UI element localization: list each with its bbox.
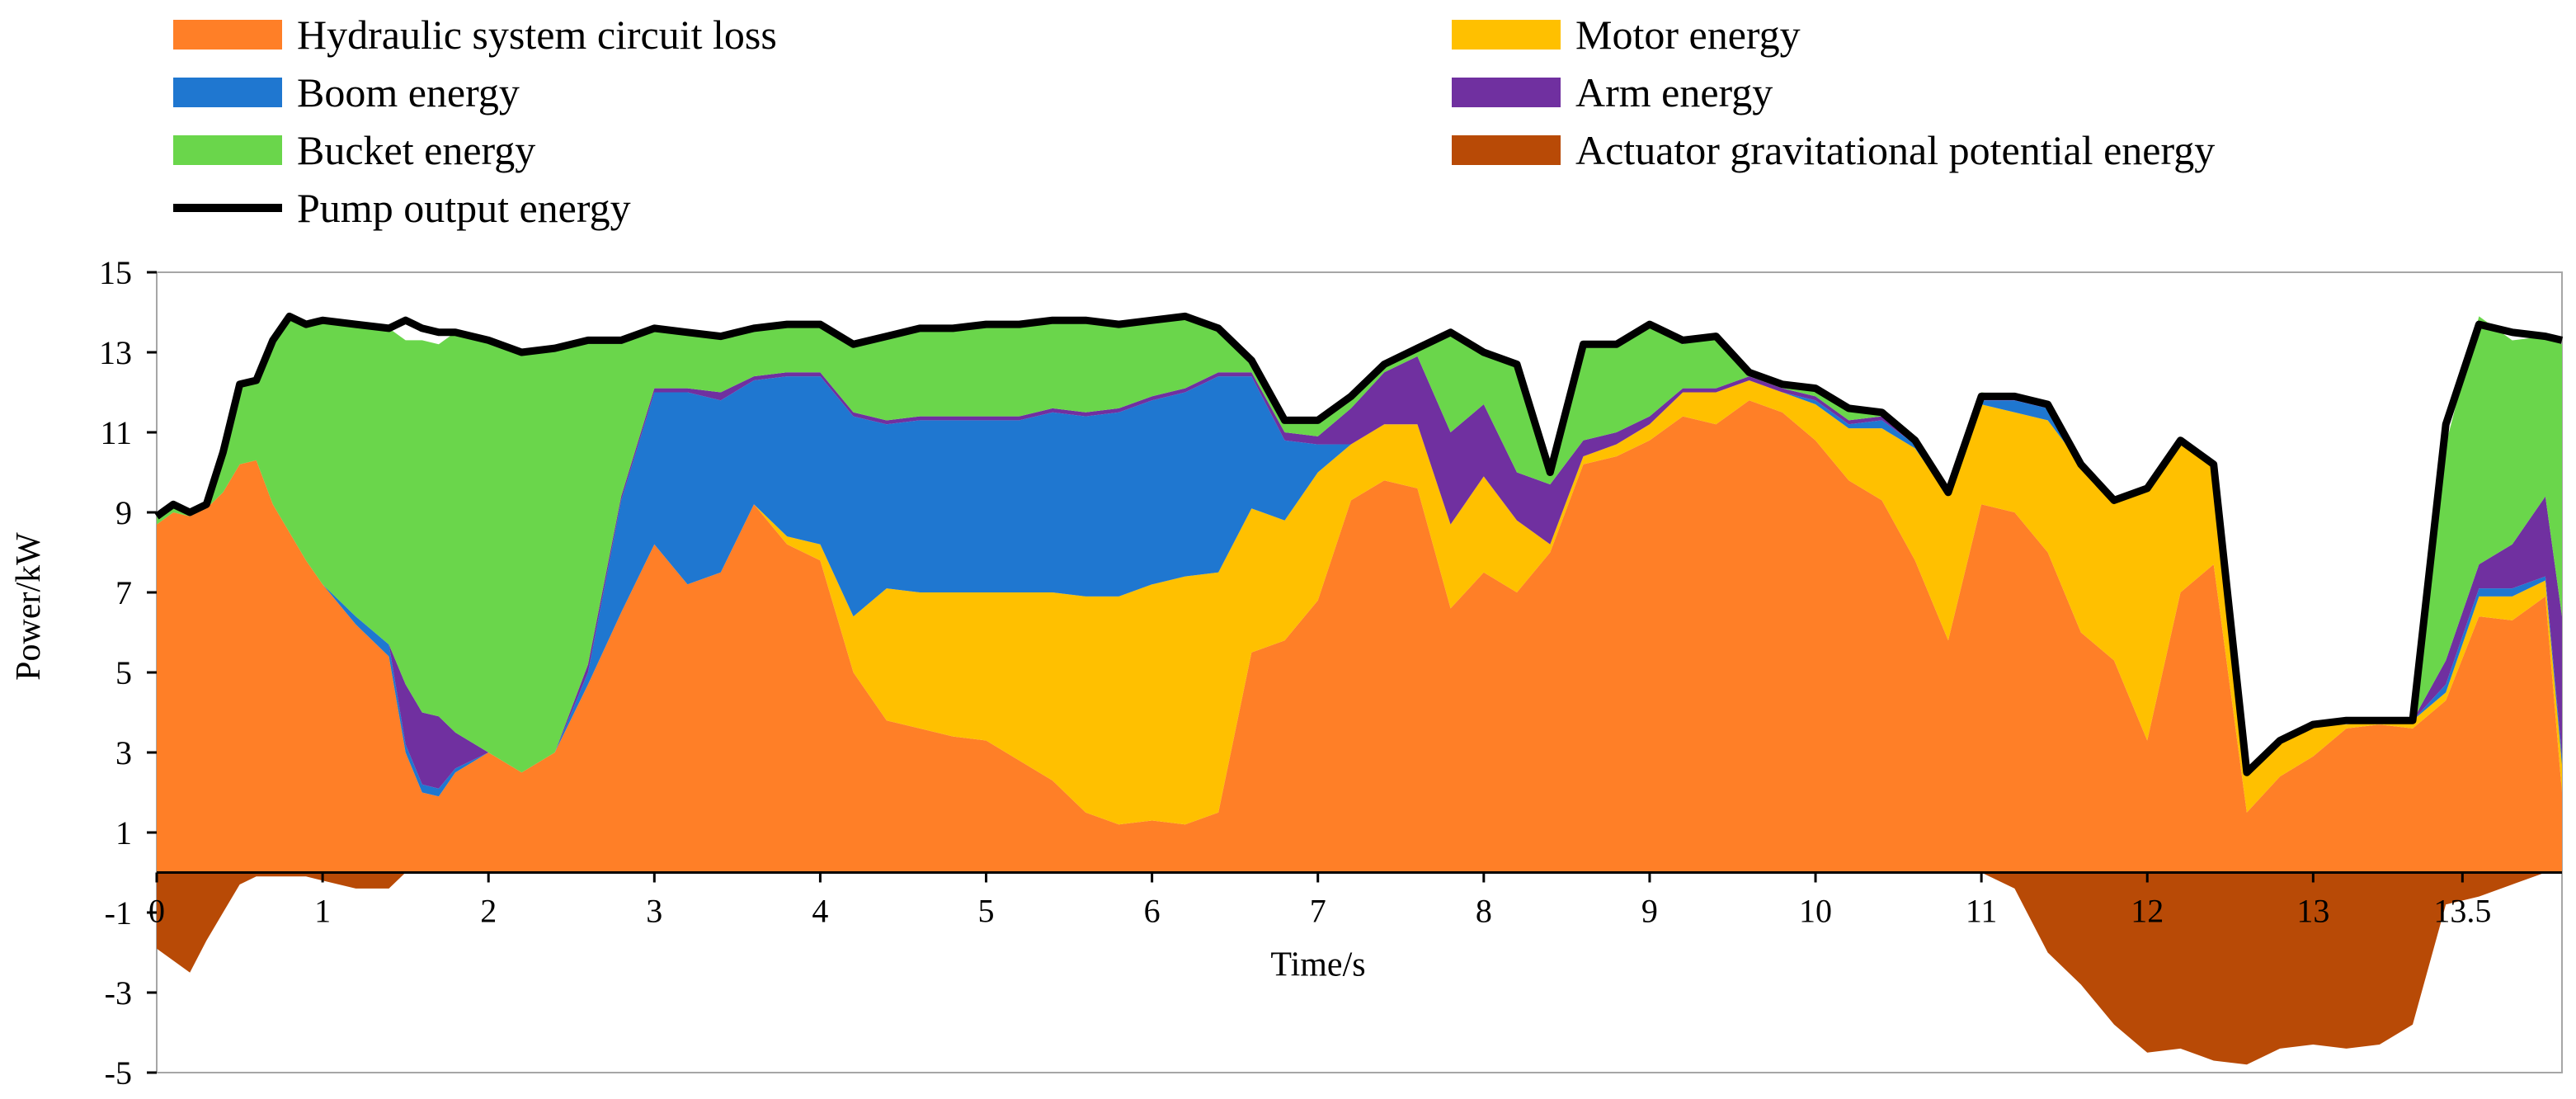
legend-label: Pump output energy <box>297 185 631 231</box>
x-axis-ticks: 0 1 2 3 4 5 6 7 8 9 10 11 12 13 13.5 <box>148 872 2491 930</box>
y-tick-label: -3 <box>105 974 132 1012</box>
legend-label: Boom energy <box>297 69 520 116</box>
x-tick-label: 8 <box>1476 893 1492 930</box>
legend-swatch <box>1452 20 1561 50</box>
x-tick-label: 1 <box>314 893 331 930</box>
area-actuator-gravitational-potential-energy <box>157 872 2562 1065</box>
legend-item-pump-output-energy: Pump output energy <box>173 182 631 234</box>
legend-item-bucket-energy: Bucket energy <box>173 124 535 177</box>
area-boom-energy <box>157 376 2562 797</box>
x-tick-label: 13.5 <box>2433 893 2491 930</box>
y-tick-label: -1 <box>105 894 132 932</box>
legend-swatch <box>173 204 282 212</box>
legend-label: Motor energy <box>1575 12 1801 58</box>
legend-label: Actuator gravitational potential energy <box>1575 127 2216 173</box>
legend-item-arm-energy: Arm energy <box>1452 66 1773 119</box>
legend-swatch <box>1452 78 1561 107</box>
y-axis-ticks: 15 13 11 9 7 5 3 1 -1 -3 -5 <box>99 254 157 1092</box>
legend-label: Arm energy <box>1575 69 1773 116</box>
y-tick-label: 13 <box>99 334 132 371</box>
y-tick-label: 1 <box>115 814 132 851</box>
legend-label: Hydraulic system circuit loss <box>297 12 777 58</box>
legend-item-actuator-gravitational-potential-energy: Actuator gravitational potential energy <box>1452 124 2215 177</box>
y-tick-label: 15 <box>99 254 132 291</box>
y-tick-label: 7 <box>115 574 132 611</box>
x-tick-label: 5 <box>978 893 995 930</box>
x-tick-label: 12 <box>2131 893 2164 930</box>
legend-item-motor-energy: Motor energy <box>1452 8 1801 61</box>
x-tick-label: 10 <box>1799 893 1832 930</box>
x-axis-title: Time/s <box>1270 946 1365 984</box>
x-tick-label: 13 <box>2296 893 2329 930</box>
area-motor-energy <box>157 380 2562 825</box>
area-hydraulic-system-circuit-loss <box>157 400 2562 873</box>
y-tick-label: -5 <box>105 1054 132 1092</box>
x-tick-label: 3 <box>646 893 662 930</box>
line-pump-output-energy <box>154 312 2564 776</box>
legend-swatch <box>1452 135 1561 165</box>
y-tick-label: 9 <box>115 494 132 531</box>
x-tick-label: 6 <box>1144 893 1161 930</box>
area-series-group <box>157 316 2562 1065</box>
y-tick-label: 11 <box>100 414 132 451</box>
legend-swatch <box>173 78 282 107</box>
y-tick-label: 3 <box>115 734 132 771</box>
x-tick-label: 0 <box>148 893 165 930</box>
legend-item-hydraulic-system-circuit-loss: Hydraulic system circuit loss <box>173 8 777 61</box>
legend-item-boom-energy: Boom energy <box>173 66 520 119</box>
legend-label: Bucket energy <box>297 127 536 173</box>
legend-swatch <box>173 20 282 50</box>
legend-swatch <box>173 135 282 165</box>
x-tick-label: 2 <box>480 893 497 930</box>
area-bucket-energy <box>157 316 2562 773</box>
x-tick-label: 9 <box>1641 893 1658 930</box>
y-tick-label: 5 <box>115 654 132 691</box>
x-tick-label: 7 <box>1310 893 1326 930</box>
x-tick-label: 4 <box>812 893 828 930</box>
y-axis-title: Power/kW <box>10 532 48 681</box>
x-tick-label: 11 <box>1966 893 1998 930</box>
